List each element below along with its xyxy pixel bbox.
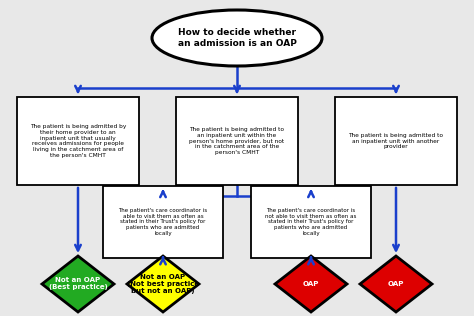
Text: OAP: OAP	[388, 281, 404, 287]
Bar	[251, 186, 371, 258]
Text: The patient's care coordinator is
able to visit them as often as
stated in their: The patient's care coordinator is able t…	[118, 208, 208, 236]
Text: The patient is being admitted by
their home provider to an
inpatient unit that u: The patient is being admitted by their h…	[30, 124, 126, 158]
Bar	[176, 97, 298, 185]
Text: The patient is being admitted to
an inpatient unit within the
person's home prov: The patient is being admitted to an inpa…	[190, 127, 284, 155]
Text: How to decide whether
an admission is an OAP: How to decide whether an admission is an…	[178, 28, 296, 48]
Bar	[335, 97, 457, 185]
Text: The patient is being admitted to
an inpatient unit with another
provider: The patient is being admitted to an inpa…	[348, 133, 444, 149]
Polygon shape	[275, 256, 347, 312]
Text: The patient's care coordinator is
not able to visit them as often as
stated in t: The patient's care coordinator is not ab…	[265, 208, 357, 236]
Polygon shape	[42, 256, 114, 312]
Polygon shape	[127, 256, 199, 312]
Ellipse shape	[152, 10, 322, 66]
Bar	[103, 186, 223, 258]
Text: Not an OAP
(Best practice): Not an OAP (Best practice)	[49, 277, 108, 290]
Bar	[17, 97, 139, 185]
Text: OAP: OAP	[303, 281, 319, 287]
Polygon shape	[360, 256, 432, 312]
Text: Not an OAP
(Not best practice
but not an OAP): Not an OAP (Not best practice but not an…	[127, 274, 199, 294]
